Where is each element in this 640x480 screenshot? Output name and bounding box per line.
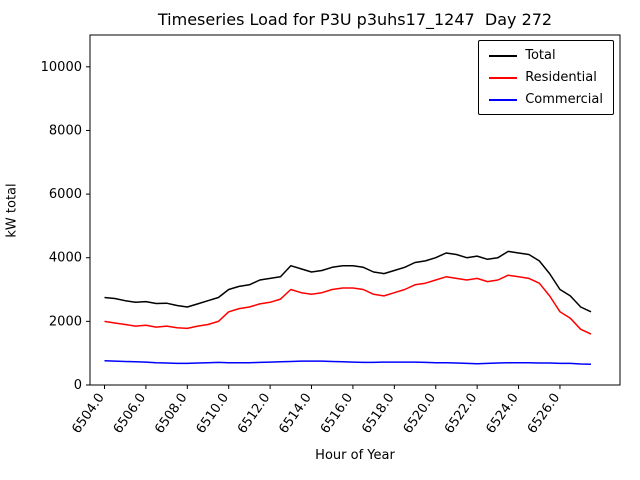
x-tick-label: 6514.0 (276, 391, 314, 437)
legend-label-residential: Residential (525, 70, 597, 85)
legend-label-total: Total (525, 48, 556, 63)
legend-item-commercial: Commercial (489, 92, 603, 107)
legend-label-commercial: Commercial (525, 92, 603, 107)
x-tick-label: 6518.0 (359, 391, 397, 437)
x-tick-label: 6520.0 (401, 391, 439, 437)
total-line-swatch (489, 54, 518, 57)
x-tick-label: 6524.0 (483, 391, 521, 437)
x-tick-label: 6526.0 (525, 391, 563, 437)
y-tick-label: 4000 (49, 251, 82, 266)
y-tick-label: 10000 (41, 60, 82, 75)
x-axis-label: Hour of Year (315, 448, 395, 463)
x-tick-label: 6506.0 (111, 391, 149, 437)
residential-line-swatch (489, 76, 518, 79)
series-line-total (104, 250, 592, 313)
x-tick-label: 6510.0 (194, 391, 232, 437)
x-tick-label: 6516.0 (318, 391, 356, 437)
commercial-line-swatch (489, 98, 518, 101)
x-tick-label: 6512.0 (235, 391, 273, 437)
y-tick-label: 6000 (49, 187, 82, 202)
series-line-residential (104, 274, 592, 335)
y-tick-label: 0 (74, 378, 82, 393)
x-tick-label: 6508.0 (152, 391, 190, 437)
chart-title: Timeseries Load for P3U p3uhs17_1247 Day… (157, 10, 553, 29)
legend-item-residential: Residential (489, 70, 603, 85)
legend-item-total: Total (489, 48, 603, 63)
y-tick-label: 8000 (49, 123, 82, 138)
legend[interactable]: Total Residential Commercial (478, 40, 614, 115)
x-tick-label: 6504.0 (69, 391, 107, 437)
axes-box (89, 34, 621, 386)
series-line-commercial (104, 360, 592, 366)
y-tick-label: 2000 (49, 314, 82, 329)
x-tick-label: 6522.0 (442, 391, 480, 437)
